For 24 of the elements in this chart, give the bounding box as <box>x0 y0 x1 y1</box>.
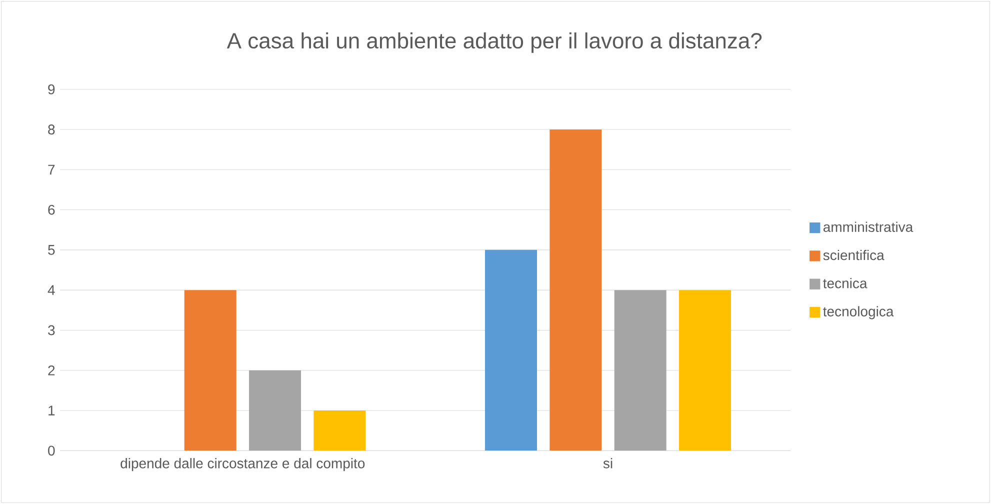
y-tick-label: 2 <box>48 365 55 376</box>
x-tick-label: si <box>603 458 612 468</box>
bar <box>184 290 236 451</box>
y-tick-label: 6 <box>48 204 55 215</box>
y-tick-label: 9 <box>48 84 55 94</box>
y-tick-label: 3 <box>48 325 55 336</box>
y-tick-label: 1 <box>48 406 55 416</box>
y-tick-label: 0 <box>48 446 55 456</box>
legend-label: tecnologica <box>823 306 894 320</box>
x-tick-label: dipende dalle circostanze e dal compito <box>120 458 365 472</box>
y-tick-label: 8 <box>48 124 55 134</box>
legend-label: scientifica <box>823 250 884 260</box>
bar <box>485 250 538 451</box>
bar <box>314 410 366 451</box>
bar <box>249 370 302 451</box>
y-tick-label: 4 <box>48 285 55 295</box>
y-tick-label: 7 <box>48 164 55 174</box>
bar <box>550 129 602 451</box>
legend-label: tecnica <box>823 278 868 288</box>
bar <box>614 290 666 451</box>
y-tick-label: 5 <box>48 245 55 255</box>
bar <box>679 290 732 451</box>
legend-label: amministrativa <box>823 222 914 232</box>
chart-title: A casa hai un ambiente adatto per il lavoro a distanza? <box>226 32 762 53</box>
